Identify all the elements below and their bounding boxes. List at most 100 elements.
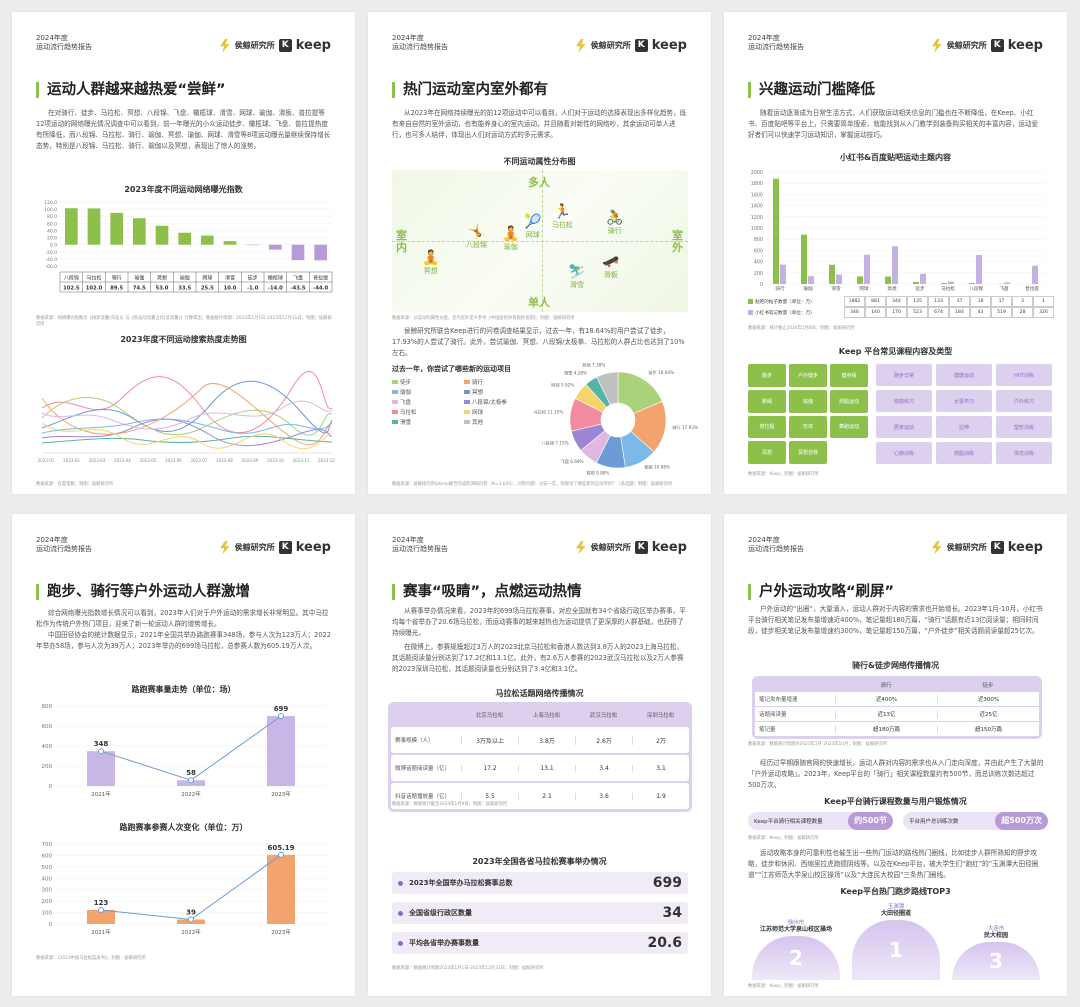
course-paragraph: 经历过早期跟随官网的快速增长，运动人群对内容的需求也从入门走向深度，并由此产生了… (748, 759, 1044, 789)
item-label: 八段锦 (466, 241, 487, 249)
legend-swatch (464, 410, 470, 414)
keep-course-title: Keep 平台常见课程内容及类型 (838, 347, 953, 356)
stat-value: 699 (652, 875, 682, 891)
x-tick-label: 2023-07 (191, 458, 208, 463)
chart-note: 数据来源：网络曝光指数为《搜索流量(归总)》与《各运动流量占比(总流量)》计算得… (36, 316, 332, 327)
route-name: 大田径圈道 (880, 910, 911, 917)
course-tag: 健康运动 (936, 364, 992, 386)
course-block: 舞蹈运动 (830, 415, 868, 439)
x-tick-label: 骑行 (112, 275, 122, 282)
stat-row: 全国省级行政区数量 34 (392, 902, 688, 924)
course-tag: 体态训练 (996, 442, 1052, 464)
bar (87, 751, 115, 786)
participants-chart: 700 600 500 400 300 200 100 0 2021年 2022年 2023年 123… (42, 842, 326, 936)
bar (808, 276, 814, 284)
item-label: 网球 (525, 231, 540, 239)
table-cell: 674 (928, 307, 949, 318)
page-title: 热门运动室内室外都有 (392, 82, 548, 98)
intro-paragraph: 在对骑行、徒步、马拉松、冥想、八段锦、飞盘、橄榄球、滑雪、网球、瑜伽、滑板、普拉… (36, 109, 331, 150)
x-tick-label: 飞盘 (999, 285, 1009, 292)
bar (178, 232, 191, 245)
legend-item: 滑雪 (392, 418, 460, 426)
table-cell: 170 (886, 307, 907, 318)
y-tick-label: 0.0 (50, 243, 57, 249)
chart-title: 小红书&百度贴吧运动主题内容 (840, 153, 951, 162)
route-name: 民大校园 (983, 932, 1008, 939)
stat-label: 平均各省举办赛事数量 (409, 939, 479, 947)
bar (948, 281, 954, 284)
legend-item: 徒步 (392, 378, 460, 386)
podium-block: 1 (852, 920, 940, 980)
row-label: 话题阅读量 (759, 712, 787, 718)
legend-item: 冥想 (464, 388, 532, 396)
y-tick-label: 0 (49, 922, 53, 928)
bar (920, 273, 926, 284)
table-row: 贴吧的帖子数量（单位：万） 1882 881 344 135 133 37 18 17 3 1 (748, 296, 1054, 307)
table-cell: 18 (970, 296, 991, 307)
keep-icon: K (990, 39, 1004, 52)
legend-swatch (392, 400, 398, 404)
table-cell: 近25亿 (937, 710, 1039, 718)
quad-item-yoga: 🧘 瑜伽 (502, 226, 520, 251)
brand-logo: 侯鲸研究所 K keep (575, 38, 687, 53)
legend-item: 瑜伽 (392, 388, 460, 396)
quad-item-skate: 🛹 滑板 (602, 254, 620, 279)
chart-note: 数据来源：统计截止2024年1月8日；制图：侯鲸研究所 (748, 326, 855, 331)
slice-label: 其他 7.38% (582, 362, 605, 368)
bar (246, 244, 259, 246)
x-tick-label: 滑雪 (831, 285, 841, 292)
bolt-icon (575, 38, 586, 53)
row-label: 赛事规模（人） (395, 738, 434, 744)
keep-icon: K (634, 541, 648, 554)
header-year: 2024年度 (392, 34, 424, 42)
table-cell: 近400% (835, 695, 937, 703)
table-cell: 37 (949, 296, 970, 307)
chart-title-2: 路跑赛事参赛人次变化（单位：万） (119, 823, 248, 832)
legend-label: 冥想 (472, 390, 484, 396)
keep-icon: K (278, 541, 292, 554)
legend-item: 网球 (464, 408, 532, 416)
legend-item: 飞盘 (392, 398, 460, 406)
slice-label: 八段锦 7.15% (541, 439, 568, 446)
series-swatch (748, 310, 753, 315)
y-tick-label: 200 (42, 899, 53, 905)
x-tick-label: 冥想 (887, 285, 897, 292)
course-block: 跑步 (748, 364, 786, 387)
table-cell: 超180万篇 (835, 725, 937, 733)
new-sports-pie: 徒步 18.64% 骑行 17.93% 瑜伽 10.98% 冥想 9.88%飞盘 6.… (533, 362, 697, 476)
table-row: 小红书笔记数量（单位：万） 346 140 170 523 674 184 43 519 28 32… (748, 307, 1054, 318)
page-header: 2024年度 运动流行趋势报告 侯鲸研究所 K keep (36, 34, 331, 64)
item-label: 瑜伽 (503, 243, 518, 251)
pill-value: 超500万次 (995, 812, 1048, 830)
table-cell: 140 (865, 307, 886, 318)
intro-paragraph: 户外运动的“出圈”，大量涌入，运动人群对于内容的需求也开始增长。2023年1月-… (748, 605, 1043, 635)
table-cell: 133 (928, 296, 949, 307)
trend-lines (41, 370, 333, 450)
keep-name: keep (1007, 38, 1043, 53)
bar (269, 244, 282, 250)
bar (801, 234, 807, 284)
slice-label: 马拉松 11.15% (533, 409, 563, 416)
course-tag: 燃脂训练 (936, 442, 992, 464)
table-row: 笔记量 超180万篇 超150万篇 (755, 722, 1039, 736)
trend-point (98, 906, 104, 913)
x-tick-label: 2023-05 (140, 458, 157, 463)
keep-name: keep (295, 38, 331, 53)
header-year: 2024年度 (748, 536, 780, 544)
page-title: 赛事“吸睛”，点燃运动热情 (392, 584, 582, 600)
legend-label: 滑雪 (400, 420, 412, 426)
legend-label: 骑行 (472, 380, 484, 386)
x-tick-label: 普拉提 (313, 275, 328, 282)
bar (892, 246, 898, 284)
course-block: 户外健步 (789, 364, 827, 387)
stat-value: 20.6 (647, 935, 682, 951)
pills-note: 数据来源：Keep；制图：侯鲸研究所 (748, 836, 819, 841)
keep-icon: K (634, 39, 648, 52)
stats-paragraph: 中国田径协会的统计数据显示，2021年全国共举办路跑赛事348场，参与人次为12… (36, 631, 331, 650)
x-tick-label: 2021年 (91, 928, 111, 936)
quad-item-baduanjin: 🤸 八段锦 (466, 224, 487, 249)
y-tick-label: 400 (754, 260, 763, 266)
item-label: 滑雪 (569, 281, 584, 289)
value-label: 53.0 (156, 286, 169, 292)
value-label: 39 (186, 909, 196, 917)
